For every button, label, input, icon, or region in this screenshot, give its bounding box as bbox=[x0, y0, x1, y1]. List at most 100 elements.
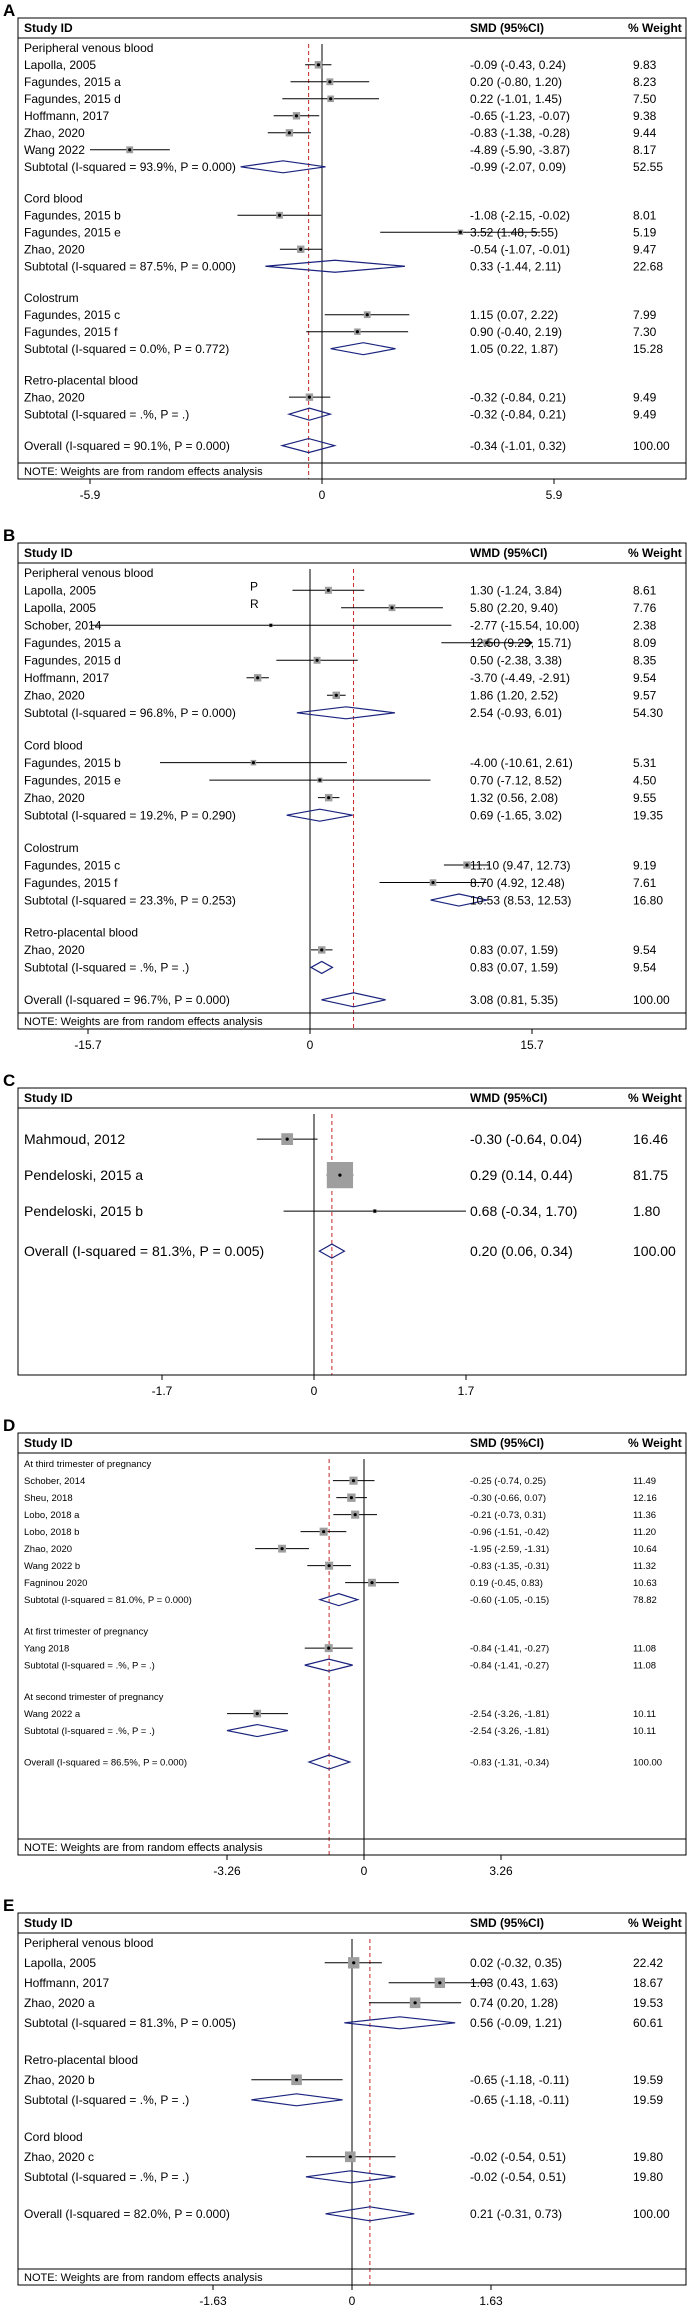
weight-value: 22.42 bbox=[633, 1956, 663, 1970]
weight-value: 7.76 bbox=[633, 601, 657, 615]
x-tick-label: 0 bbox=[349, 2294, 356, 2308]
study-label: Zhao, 2020 bbox=[24, 1544, 72, 1555]
point-estimate bbox=[280, 1547, 284, 1551]
x-tick-label: -3.26 bbox=[213, 1864, 241, 1878]
effect-ci-text: 0.70 (-7.12, 8.52) bbox=[470, 773, 562, 787]
study-label: Fagninou 2020 bbox=[24, 1578, 87, 1589]
subtotal-weight: 10.11 bbox=[633, 1726, 656, 1737]
subtotal-diamond bbox=[296, 706, 396, 720]
point-estimate bbox=[318, 778, 322, 782]
study-label: Yang 2018 bbox=[24, 1643, 69, 1654]
subtotal-label: Subtotal (I-squared = .%, P = .) bbox=[24, 407, 189, 421]
subtotal-ci-text: -0.32 (-0.84, 0.21) bbox=[470, 407, 566, 421]
weight-value: 7.30 bbox=[633, 325, 657, 339]
point-estimate bbox=[277, 213, 282, 217]
point-estimate bbox=[255, 1711, 259, 1716]
point-estimate bbox=[328, 80, 332, 84]
study-label: Zhao, 2020 b bbox=[24, 2073, 95, 2087]
weight-value: 19.53 bbox=[633, 1996, 663, 2010]
point-estimate bbox=[299, 247, 303, 251]
weight-value: 9.19 bbox=[633, 858, 657, 872]
study-label: Fagundes, 2015 d bbox=[24, 654, 121, 668]
weight-value: 10.63 bbox=[633, 1578, 657, 1589]
effect-ci-text: 0.90 (-0.40, 2.19) bbox=[470, 325, 562, 339]
study-label: Schober, 2014 bbox=[24, 1476, 85, 1487]
overall-diamond bbox=[321, 992, 386, 1008]
panel-letter-B: B bbox=[3, 526, 15, 545]
subtotal-ci-text: 2.54 (-0.93, 6.01) bbox=[470, 706, 562, 720]
footnote: NOTE: Weights are from random effects an… bbox=[24, 1016, 263, 1028]
header-effect: SMD (95%CI) bbox=[470, 1436, 544, 1450]
subtotal-label: Subtotal (I-squared = 87.5%, P = 0.000) bbox=[24, 259, 236, 273]
effect-ci-text: 3.52 (1.48, 5.55) bbox=[470, 225, 558, 239]
subtotal-weight: 54.30 bbox=[633, 706, 663, 720]
weight-value: 9.57 bbox=[633, 689, 657, 703]
effect-ci-text: 1.15 (0.07, 2.22) bbox=[470, 308, 558, 322]
effect-ci-text: 0.20 (-0.80, 1.20) bbox=[470, 75, 562, 89]
weight-value: 19.80 bbox=[633, 2150, 663, 2164]
effect-ci-text: 0.29 (0.14, 0.44) bbox=[470, 1167, 573, 1183]
overall-weight: 100.00 bbox=[633, 1757, 662, 1768]
overall-label: Overall (I-squared = 96.7%, P = 0.000) bbox=[24, 993, 230, 1007]
effect-ci-text: 0.19 (-0.45, 0.83) bbox=[470, 1578, 543, 1589]
point-estimate bbox=[349, 1496, 353, 1500]
overall-weight: 100.00 bbox=[633, 993, 670, 1007]
effect-ci-text: -0.54 (-1.07, -0.01) bbox=[470, 242, 570, 256]
weight-value: 11.20 bbox=[633, 1527, 656, 1538]
effect-ci-text: -0.09 (-0.43, 0.24) bbox=[470, 58, 566, 72]
subtotal-diamond bbox=[309, 960, 334, 975]
effect-ci-text: 0.74 (0.20, 1.28) bbox=[470, 1996, 558, 2010]
study-label: Zhao, 2020 bbox=[24, 943, 85, 957]
subtotal-label: Subtotal (I-squared = 96.8%, P = 0.000) bbox=[24, 706, 236, 720]
study-label: Fagundes, 2015 e bbox=[24, 773, 121, 787]
weight-value: 9.47 bbox=[633, 242, 657, 256]
point-estimate bbox=[352, 1961, 356, 1965]
effect-ci-text: -0.30 (-0.64, 0.04) bbox=[470, 1131, 582, 1147]
weight-value: 9.49 bbox=[633, 390, 657, 404]
subtotal-diamond bbox=[265, 259, 406, 273]
overall-ci-text: -0.83 (-1.31, -0.34) bbox=[470, 1757, 549, 1768]
subtotal-ci-text: -0.65 (-1.18, -0.11) bbox=[470, 2093, 569, 2107]
overall-diamond bbox=[318, 1243, 346, 1259]
study-label: Fagundes, 2015 f bbox=[24, 876, 118, 890]
weight-value: 11.08 bbox=[633, 1643, 656, 1654]
x-tick-label: -1.7 bbox=[152, 1384, 173, 1398]
subtotal-label: Subtotal (I-squared = 93.9%, P = 0.000) bbox=[24, 160, 236, 174]
overall-weight: 100.00 bbox=[633, 2207, 670, 2221]
point-estimate bbox=[485, 641, 489, 645]
point-estimate bbox=[316, 63, 321, 67]
header-weight: % Weight bbox=[628, 1916, 682, 1930]
study-label: Fagundes, 2015 a bbox=[24, 75, 121, 89]
point-estimate bbox=[307, 395, 312, 399]
study-label: Fagundes, 2015 a bbox=[24, 636, 121, 650]
subtotal-diamond bbox=[286, 407, 333, 421]
weight-value: 11.36 bbox=[633, 1510, 656, 1521]
subtotal-label: Subtotal (I-squared = .%, P = .) bbox=[24, 2170, 189, 2184]
subtotal-ci-text: 0.33 (-1.44, 2.11) bbox=[470, 259, 561, 273]
header-weight: % Weight bbox=[628, 1436, 682, 1450]
subtotal-ci-text: 0.56 (-0.09, 1.21) bbox=[470, 2016, 562, 2030]
effect-ci-text: -4.89 (-5.90, -3.87) bbox=[470, 143, 570, 157]
point-estimate bbox=[329, 97, 333, 101]
study-label: Sheu, 2018 bbox=[24, 1493, 73, 1504]
subgroup-title: Retro-placental blood bbox=[24, 2053, 138, 2067]
overall-label: Overall (I-squared = 90.1%, P = 0.000) bbox=[24, 439, 230, 453]
subtotal-label: Subtotal (I-squared = .%, P = .) bbox=[24, 2093, 189, 2107]
point-estimate bbox=[326, 588, 330, 592]
study-label: Lapolla, 2005 bbox=[24, 58, 96, 72]
effect-ci-text: 1.86 (1.20, 2.52) bbox=[470, 689, 558, 703]
effect-ci-text: -0.30 (-0.66, 0.07) bbox=[470, 1493, 546, 1504]
point-estimate bbox=[327, 1646, 331, 1650]
study-label: Zhao, 2020 bbox=[24, 390, 85, 404]
point-estimate bbox=[351, 1479, 356, 1483]
footnote: NOTE: Weights are from random effects an… bbox=[24, 2272, 263, 2284]
weight-value: 8.61 bbox=[633, 584, 657, 598]
header-study-id: Study ID bbox=[24, 1091, 73, 1105]
overall-weight: 100.00 bbox=[633, 1243, 676, 1259]
study-label: Lapolla, 2005 bbox=[24, 1956, 96, 1970]
weight-value: 9.54 bbox=[633, 671, 657, 685]
study-tag: R bbox=[250, 597, 259, 611]
overall-ci-text: -0.34 (-1.01, 0.32) bbox=[470, 439, 566, 453]
weight-value: 9.38 bbox=[633, 109, 657, 123]
point-estimate bbox=[355, 330, 359, 334]
